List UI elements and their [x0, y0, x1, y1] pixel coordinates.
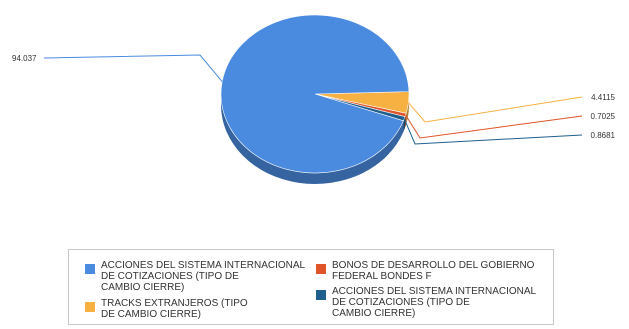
legend-label: ACCIONES DEL SISTEMA INTERNACIONAL DE CO… — [101, 260, 306, 293]
data-label-3: 0.8681 — [591, 131, 616, 140]
legend-item-acciones-sic-2: ACCIONES DEL SISTEMA INTERNACIONAL DE CO… — [316, 286, 546, 319]
legend-label: BONOS DE DESARROLLO DEL GOBIERNO FEDERAL… — [332, 260, 535, 282]
legend-item-tracks-extranjeros: TRACKS EXTRANJEROS (TIPO DE CAMBIO CIERR… — [85, 298, 310, 320]
leader-line-3 — [403, 118, 583, 145]
legend-swatch — [85, 302, 95, 312]
legend-item-acciones-sic: ACCIONES DEL SISTEMA INTERNACIONAL DE CO… — [85, 260, 310, 293]
data-label-0: 94.037 — [12, 54, 37, 63]
leader-line-0 — [43, 54, 223, 82]
pie-slice-side-2 — [405, 113, 407, 128]
legend-swatch — [316, 264, 326, 274]
data-label-2: 0.7025 — [591, 112, 616, 121]
pie-slice-0[interactable] — [220, 14, 410, 174]
legend-label: TRACKS EXTRANJEROS (TIPO DE CAMBIO CIERR… — [101, 298, 248, 320]
legend-label: ACCIONES DEL SISTEMA INTERNACIONAL DE CO… — [332, 286, 537, 319]
chart-legend: ACCIONES DEL SISTEMA INTERNACIONAL DE CO… — [68, 249, 554, 325]
pie-group — [220, 14, 410, 185]
legend-swatch — [316, 290, 326, 300]
leader-line-2 — [405, 114, 583, 139]
data-labels: 4.4115 0.7025 0.8681 94.037 — [12, 54, 616, 145]
legend-item-bonos-bondes-f: BONOS DE DESARROLLO DEL GOBIERNO FEDERAL… — [316, 260, 546, 282]
data-label-1: 4.4115 — [591, 93, 615, 102]
leader-line-1 — [408, 96, 583, 123]
legend-swatch — [85, 264, 95, 274]
pie-chart: 4.4115 0.7025 0.8681 94.037 — [12, 14, 616, 185]
